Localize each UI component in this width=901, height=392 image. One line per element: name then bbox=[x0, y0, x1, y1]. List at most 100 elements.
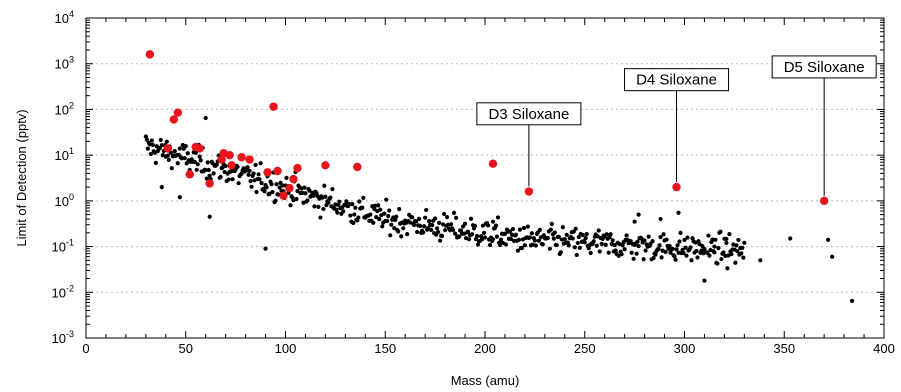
ion-point bbox=[183, 143, 188, 149]
ion-point bbox=[596, 228, 601, 233]
x-tick-label: 0 bbox=[82, 341, 89, 356]
ion-point bbox=[656, 246, 661, 252]
highlighted-point bbox=[273, 166, 282, 176]
highlighted-point bbox=[237, 153, 246, 162]
ion-point bbox=[658, 234, 663, 240]
ion-point bbox=[153, 160, 158, 165]
ion-point bbox=[570, 236, 575, 241]
ion-point bbox=[175, 161, 180, 166]
ion-point bbox=[166, 157, 171, 163]
ion-points bbox=[143, 115, 855, 303]
ion-point bbox=[830, 254, 835, 259]
ion-point bbox=[253, 162, 258, 168]
ion-point bbox=[410, 215, 415, 220]
ion-point bbox=[177, 146, 182, 151]
ion-point bbox=[481, 230, 487, 236]
ion-point bbox=[545, 235, 550, 241]
ion-point bbox=[511, 238, 517, 244]
ion-point bbox=[674, 247, 679, 252]
highlighted-point bbox=[245, 155, 254, 164]
ion-point bbox=[683, 245, 688, 250]
highlighted-point bbox=[217, 155, 226, 164]
ion-point bbox=[551, 236, 556, 241]
ion-point bbox=[613, 248, 618, 253]
ion-point bbox=[437, 220, 442, 225]
ion-point bbox=[223, 163, 228, 169]
y-tick-label: 100 bbox=[55, 192, 74, 209]
ion-point bbox=[341, 209, 346, 214]
ion-point bbox=[525, 224, 530, 229]
ion-point bbox=[532, 238, 537, 243]
ion-point bbox=[580, 232, 585, 238]
ion-point bbox=[248, 178, 253, 184]
ion-point bbox=[646, 234, 651, 239]
highlighted-point bbox=[285, 183, 294, 193]
ion-point bbox=[653, 252, 658, 257]
ion-point bbox=[718, 229, 723, 234]
ion-point bbox=[323, 194, 328, 199]
x-tick-label: 350 bbox=[773, 341, 795, 356]
ion-point bbox=[164, 139, 169, 144]
ion-point bbox=[236, 181, 241, 186]
ion-point bbox=[552, 230, 557, 235]
ion-point bbox=[485, 223, 491, 228]
ion-point bbox=[672, 254, 677, 259]
ion-point bbox=[474, 234, 480, 239]
ion-point bbox=[508, 236, 514, 242]
y-tick-exponent: 0 bbox=[69, 192, 74, 202]
ion-point bbox=[159, 184, 164, 190]
highlighted-point bbox=[524, 187, 534, 196]
ion-point bbox=[733, 260, 738, 265]
ion-point bbox=[658, 216, 663, 222]
ion-point bbox=[368, 212, 373, 217]
ion-point bbox=[522, 243, 528, 248]
y-tick-base: 10 bbox=[52, 285, 66, 300]
x-tick-label: 50 bbox=[179, 341, 193, 356]
ion-point bbox=[487, 242, 493, 248]
ion-point bbox=[503, 242, 509, 247]
ion-point bbox=[273, 198, 278, 203]
ion-point bbox=[148, 151, 153, 157]
ion-point bbox=[307, 188, 312, 193]
highlighted-point bbox=[169, 115, 178, 124]
y-tick-base: 10 bbox=[52, 240, 66, 255]
ion-point bbox=[194, 167, 199, 172]
ion-point bbox=[681, 250, 686, 256]
ion-point bbox=[262, 189, 267, 194]
ion-point bbox=[558, 250, 563, 255]
ion-point bbox=[448, 222, 454, 227]
ion-point bbox=[547, 246, 552, 251]
ion-point bbox=[392, 226, 397, 231]
x-tick-label: 400 bbox=[873, 341, 895, 356]
ion-point bbox=[254, 189, 259, 195]
ion-point bbox=[715, 261, 720, 266]
ion-point bbox=[482, 235, 488, 240]
ion-point bbox=[642, 238, 647, 243]
ion-point bbox=[386, 213, 391, 219]
ion-point bbox=[453, 215, 459, 220]
ion-point bbox=[169, 166, 174, 171]
x-axis-title: Mass (amu) bbox=[451, 373, 520, 388]
ion-point bbox=[430, 223, 435, 228]
annotation-box bbox=[476, 102, 582, 126]
ion-point bbox=[435, 226, 440, 231]
ion-point bbox=[258, 161, 263, 166]
ion-point bbox=[498, 237, 504, 242]
ion-point bbox=[280, 183, 285, 188]
ion-point bbox=[311, 193, 316, 198]
ion-point bbox=[507, 229, 513, 234]
ion-point bbox=[537, 227, 542, 233]
ion-point bbox=[472, 223, 478, 229]
y-tick-base: 10 bbox=[52, 331, 66, 346]
ion-point bbox=[606, 250, 611, 255]
y-tick-exponent: 1 bbox=[69, 146, 74, 156]
ion-point bbox=[263, 246, 268, 251]
ion-point bbox=[249, 184, 254, 189]
ion-point bbox=[622, 247, 627, 252]
ion-point bbox=[371, 220, 376, 225]
ion-point bbox=[295, 188, 300, 194]
ion-point bbox=[516, 237, 522, 242]
ion-point bbox=[468, 216, 474, 221]
